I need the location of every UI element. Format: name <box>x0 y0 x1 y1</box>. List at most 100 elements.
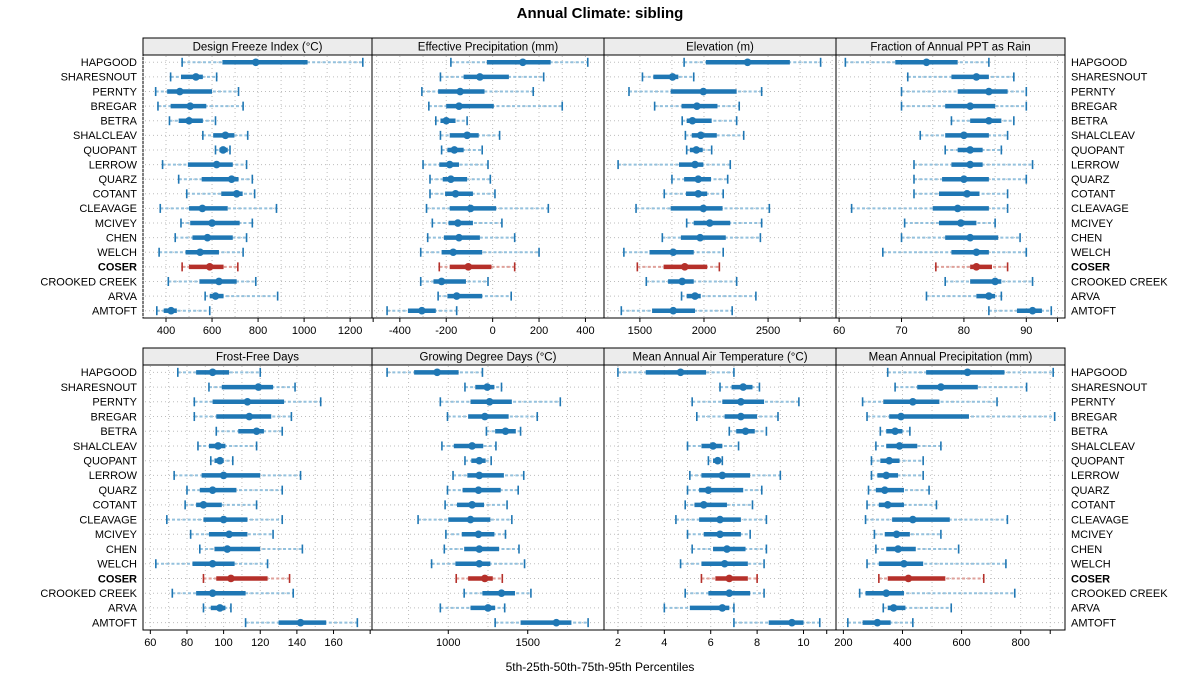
panel-box <box>371 364 605 631</box>
median-dot <box>716 530 724 539</box>
percentile-row <box>838 160 1063 170</box>
tick-label: 0 <box>490 325 496 337</box>
median-dot <box>882 471 891 480</box>
percentile-row <box>838 276 1063 286</box>
median-dot <box>519 58 527 67</box>
percentile-row <box>606 529 834 539</box>
median-dot <box>466 204 475 213</box>
median-dot <box>456 87 464 96</box>
percentile-row <box>374 306 602 316</box>
site-label: SHARESNOUT <box>1071 72 1148 84</box>
percentile-row <box>374 573 602 583</box>
panel-mean_annual_air_temperature: Mean Annual Air Temperature (°C) 2 4 6 8 10 <box>603 347 837 649</box>
percentile-row <box>374 515 602 525</box>
panel-box <box>603 54 837 319</box>
median-dot <box>883 501 892 509</box>
median-dot <box>463 131 471 140</box>
site-label: WELCH <box>1071 559 1111 571</box>
site-label: AMTOFT <box>92 617 137 629</box>
median-dot <box>991 277 999 286</box>
site-label: SHALCLEAV <box>73 441 138 453</box>
x-axis-elevation: 1500 2000 2500 <box>628 318 801 337</box>
site-label: PERNTY <box>92 86 137 98</box>
site-label: MCIVEY <box>95 529 138 541</box>
median-dot <box>966 102 974 110</box>
median-dot <box>676 368 685 377</box>
median-dot <box>450 146 459 154</box>
panel-title: Elevation (m) <box>686 42 754 54</box>
panel-mean_annual_precipitation: Mean Annual Precipitation (mm) 200 400 600 8… <box>834 347 1066 649</box>
median-dot <box>880 486 889 494</box>
percentile-row <box>606 515 834 525</box>
percentile-row <box>838 456 1063 466</box>
percentile-row <box>374 544 602 554</box>
percentile-row <box>838 233 1063 243</box>
percentile-row <box>145 559 370 569</box>
site-label: CHEN <box>1071 544 1102 556</box>
site-label: QUOPANT <box>83 455 137 467</box>
site-label: WELCH <box>1071 247 1111 259</box>
percentile-row <box>606 145 834 155</box>
median-dot <box>199 501 208 509</box>
percentile-row <box>374 588 602 598</box>
median-dot <box>468 442 476 450</box>
percentile-row <box>838 618 1063 628</box>
percentile-row <box>145 456 370 466</box>
percentile-row <box>145 544 370 554</box>
percentile-row <box>606 247 834 257</box>
site-label: LERROW <box>89 470 138 482</box>
median-dot <box>225 530 233 539</box>
median-dot <box>873 618 882 627</box>
percentile-row <box>606 116 834 126</box>
median-dot <box>688 116 697 125</box>
percentile-row <box>838 559 1063 569</box>
percentile-row <box>374 485 602 495</box>
median-dot <box>725 589 734 597</box>
percentile-row <box>145 426 370 436</box>
tick-label: 400 <box>893 637 911 649</box>
percentile-row <box>606 441 834 451</box>
percentile-row <box>606 426 834 436</box>
percentile-row <box>374 72 602 82</box>
percentile-row <box>606 262 834 272</box>
percentile-row <box>374 101 602 111</box>
percentile-row <box>606 573 834 583</box>
percentile-row <box>374 412 602 422</box>
tick-label: 8 <box>754 637 760 649</box>
percentile-row <box>374 529 602 539</box>
site-label: QUOPANT <box>1071 145 1125 157</box>
tick-label: 1500 <box>515 637 539 649</box>
site-label: MCIVEY <box>1071 529 1114 541</box>
median-dot <box>985 87 993 96</box>
median-dot <box>972 248 981 257</box>
percentile-row <box>606 203 834 213</box>
percentile-row <box>838 101 1063 111</box>
site-label: QUARZ <box>1071 485 1110 497</box>
tick-label: 200 <box>834 637 852 649</box>
tick-label: 140 <box>288 637 306 649</box>
median-dot <box>497 589 506 597</box>
percentile-row <box>838 262 1063 272</box>
percentile-row <box>145 397 370 407</box>
median-dot <box>485 398 494 406</box>
percentile-row <box>838 412 1063 422</box>
site-label: BETRA <box>100 116 137 128</box>
median-dot <box>433 368 441 377</box>
x-axis-frost_free_days: 60 80 100 120 140 160 <box>144 630 371 649</box>
median-dot <box>243 398 252 406</box>
site-label: SHARESNOUT <box>61 72 138 84</box>
percentile-row <box>374 87 602 97</box>
median-dot <box>966 160 974 169</box>
median-dot <box>694 175 703 183</box>
site-label: ARVA <box>1071 291 1101 303</box>
percentile-row <box>838 529 1063 539</box>
site-label: SHALCLEAV <box>1071 130 1136 142</box>
site-label: SHALCLEAV <box>1071 441 1136 453</box>
median-dot <box>185 116 193 125</box>
median-dot <box>960 175 968 183</box>
percentile-row <box>606 174 834 184</box>
percentile-row <box>838 218 1063 228</box>
median-dot <box>216 456 224 465</box>
percentile-row <box>838 306 1063 316</box>
